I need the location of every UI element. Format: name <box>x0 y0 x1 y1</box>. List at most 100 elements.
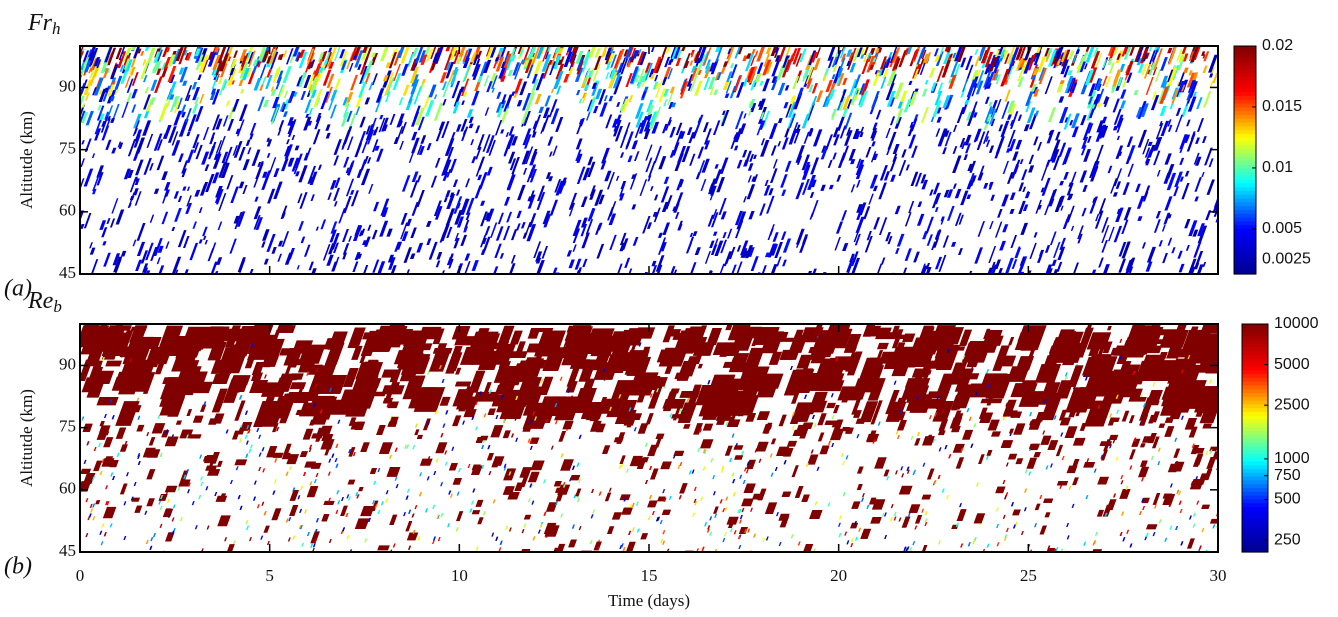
field-cell <box>775 467 778 471</box>
field-cell <box>98 443 101 447</box>
field-cell <box>860 54 864 59</box>
field-cell <box>189 243 198 260</box>
field-cell <box>436 459 439 463</box>
colorbar-segment <box>1234 118 1256 122</box>
field-cell <box>1201 528 1204 532</box>
field-cell <box>488 409 497 415</box>
field-cell <box>790 366 793 370</box>
field-cell <box>626 469 629 473</box>
field-cell <box>1127 136 1133 147</box>
field-cell <box>755 442 768 452</box>
field-cell <box>602 445 610 453</box>
field-cell <box>1120 100 1126 108</box>
y-tick-label: 60 <box>59 201 76 220</box>
field-cell <box>506 212 512 223</box>
field-cell <box>812 269 816 274</box>
field-cell <box>372 118 377 128</box>
field-cell <box>263 100 269 107</box>
field-cell <box>770 453 773 457</box>
colorbar-tick-label: 0.01 <box>1262 159 1293 176</box>
field-cell <box>1119 489 1130 499</box>
field-cell <box>264 374 267 378</box>
field-cell <box>144 511 147 515</box>
field-cell <box>427 143 432 150</box>
field-cell <box>401 64 408 76</box>
field-cell <box>132 240 136 247</box>
field-cell <box>842 78 847 85</box>
field-cell <box>329 539 332 543</box>
field-cell <box>112 415 115 419</box>
field-cell <box>759 203 766 215</box>
field-cell <box>359 117 365 128</box>
field-cell <box>1138 130 1147 148</box>
field-cell <box>921 107 929 123</box>
field-cell <box>444 451 447 455</box>
field-cell <box>195 525 198 529</box>
field-cell <box>1067 535 1070 539</box>
field-cell <box>1186 245 1190 251</box>
field-cell <box>662 510 671 515</box>
field-cell <box>105 361 122 367</box>
field-cell <box>697 448 700 452</box>
field-cell <box>477 76 482 82</box>
field-cell <box>730 528 733 532</box>
field-cell <box>159 103 169 120</box>
field-cell <box>533 536 536 540</box>
field-cell <box>912 541 915 545</box>
field-cell <box>416 243 423 253</box>
field-cell <box>500 541 503 545</box>
field-cell <box>423 418 431 430</box>
field-cell <box>801 423 813 429</box>
field-cell <box>991 431 1001 436</box>
field-cell <box>925 518 928 522</box>
field-cell <box>481 445 484 449</box>
field-cell <box>288 91 296 103</box>
field-cell <box>720 499 723 503</box>
field-cell <box>670 87 675 93</box>
field-cell <box>256 428 259 432</box>
field-cell <box>1203 66 1208 73</box>
field-cell <box>620 152 624 157</box>
field-cell <box>895 470 898 474</box>
field-cell <box>777 141 781 146</box>
field-cell <box>679 483 688 493</box>
field-cell <box>946 495 949 499</box>
field-cell <box>804 132 810 144</box>
field-cell <box>724 507 727 511</box>
field-cell <box>568 67 573 75</box>
field-cell <box>748 175 752 182</box>
field-cell <box>355 518 370 529</box>
field-cell <box>277 254 282 262</box>
field-cell <box>851 184 855 192</box>
field-cell <box>258 467 261 471</box>
field-cell <box>480 201 485 206</box>
field-cell <box>438 537 441 541</box>
field-cell <box>1060 433 1063 437</box>
field-cell <box>451 447 454 451</box>
field-cell <box>392 73 401 90</box>
field-cell <box>739 527 748 534</box>
field-cell <box>1162 253 1168 263</box>
field-cell <box>200 477 203 481</box>
field-cell <box>530 446 533 450</box>
field-cell <box>328 459 331 463</box>
field-cell <box>326 255 333 266</box>
field-cell <box>1194 177 1201 192</box>
field-cell <box>638 423 648 433</box>
field-cell <box>84 213 92 228</box>
field-cell <box>707 380 710 384</box>
field-cell <box>146 469 155 479</box>
field-cell <box>1025 469 1028 473</box>
colorbar-segment <box>1234 247 1256 251</box>
field-cell <box>358 487 364 491</box>
field-cell <box>90 504 93 508</box>
field-cell <box>1121 480 1124 484</box>
colorbar-segment <box>1234 266 1256 270</box>
field-cell <box>713 491 716 495</box>
field-cell <box>1162 225 1166 231</box>
field-cell <box>1071 226 1074 231</box>
field-cell <box>1042 178 1051 196</box>
field-cell <box>1140 443 1146 447</box>
field-cell <box>456 511 463 521</box>
field-cell <box>262 229 270 240</box>
